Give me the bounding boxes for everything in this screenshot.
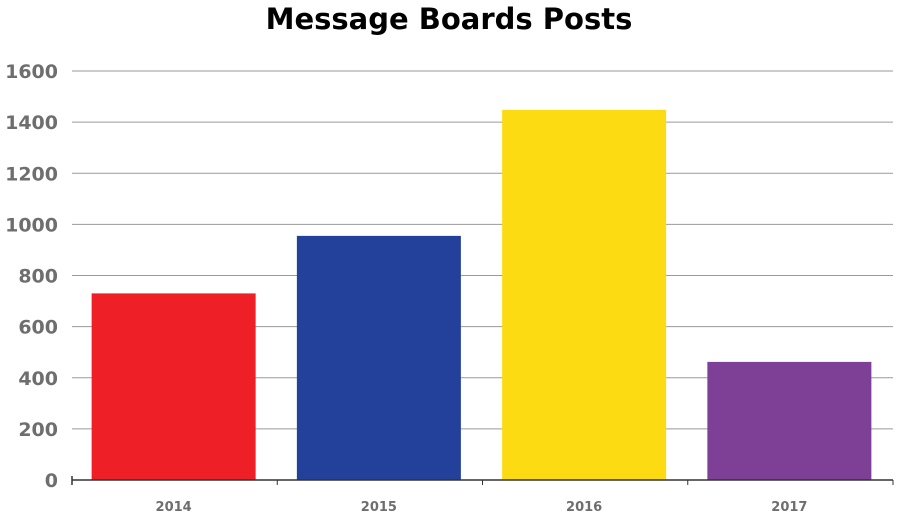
y-tick-label: 1600 <box>5 61 58 83</box>
y-tick-label: 200 <box>18 419 58 441</box>
bar-2014 <box>91 293 256 480</box>
chart-title: Message Boards Posts <box>265 2 633 36</box>
axes <box>71 476 894 485</box>
y-tick-label: 600 <box>18 317 58 339</box>
y-tick-label: 800 <box>18 266 58 288</box>
bar-2015 <box>296 235 461 480</box>
x-tick-label: 2015 <box>361 500 397 515</box>
bar-2016 <box>502 109 667 480</box>
y-axis-ticks: 0 200 400 600 800 1000 1200 1400 1600 <box>5 61 58 492</box>
bars <box>91 109 872 480</box>
y-tick-label: 1000 <box>5 214 58 236</box>
x-tick-label: 2017 <box>771 500 807 515</box>
y-tick-label: 1400 <box>5 112 58 134</box>
x-tick-label: 2016 <box>566 500 602 515</box>
y-tick-label: 1200 <box>5 163 58 185</box>
x-axis-ticks: 2014 2015 2016 2017 <box>156 500 808 515</box>
y-tick-label: 400 <box>18 368 58 390</box>
x-tick-label: 2014 <box>156 500 192 515</box>
y-tick-label: 0 <box>45 470 58 492</box>
bar-2017 <box>707 361 872 480</box>
